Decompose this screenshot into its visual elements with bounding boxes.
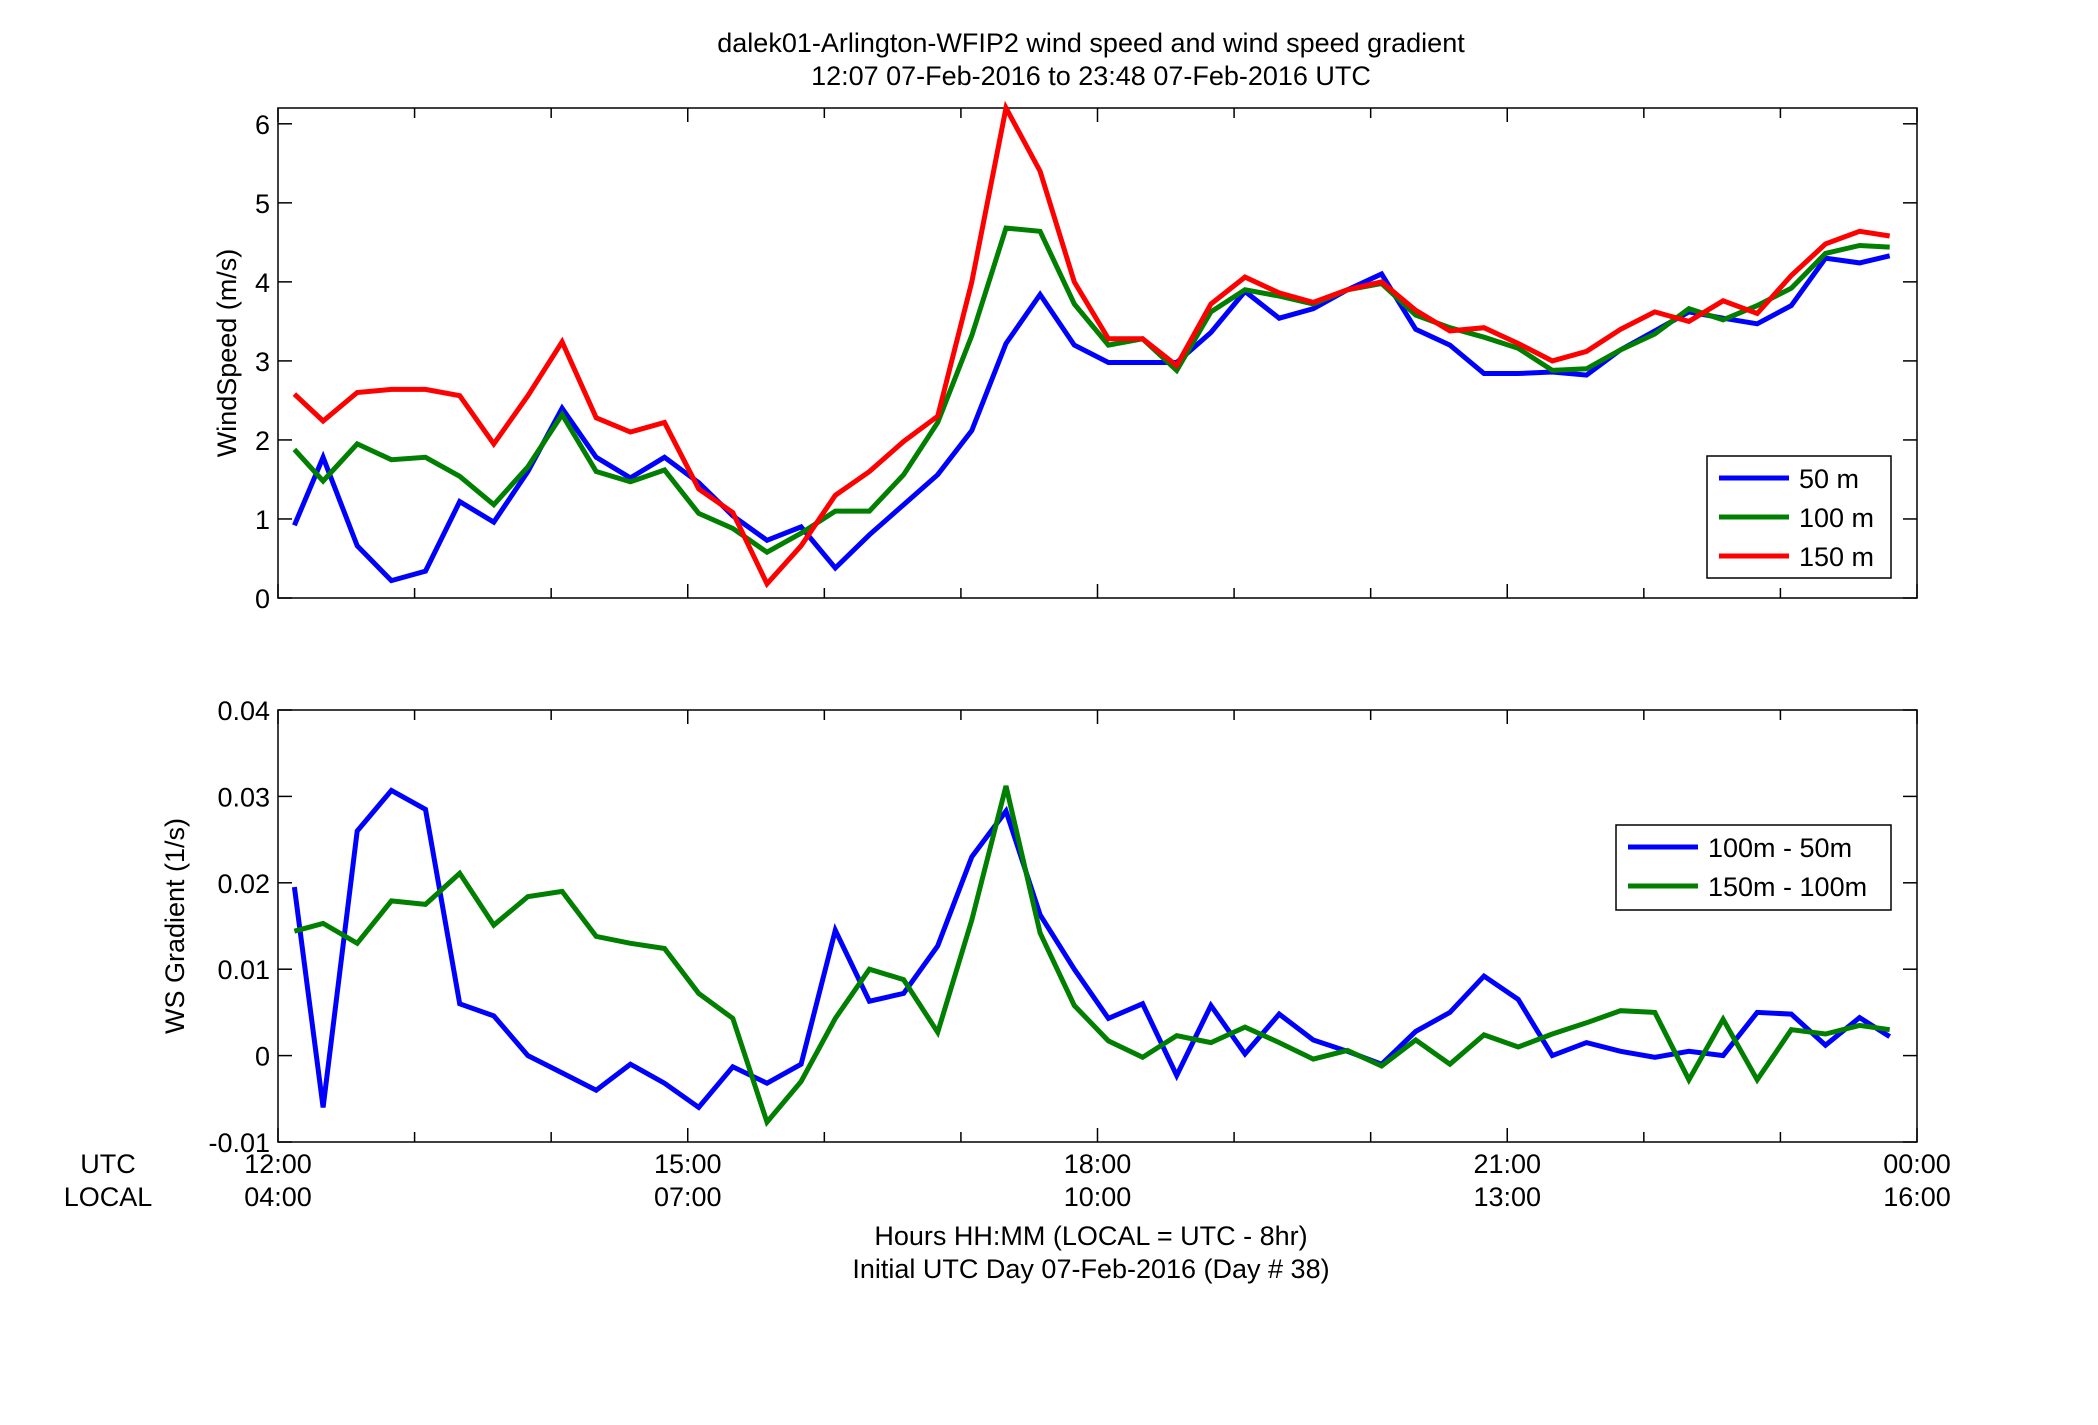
series-line-50-m	[292, 253, 1891, 584]
legend-entry: 100m - 50m	[1708, 833, 1852, 863]
y-tick-label: 4	[255, 268, 270, 298]
x-axis-label-line2: Initial UTC Day 07-Feb-2016 (Day # 38)	[852, 1254, 1329, 1284]
y-tick-label: 2	[255, 426, 270, 456]
figure-title-line2: 12:07 07-Feb-2016 to 23:48 07-Feb-2016 U…	[811, 61, 1371, 91]
y-tick-label: 6	[255, 110, 270, 140]
series-line-100-m	[292, 225, 1890, 556]
legend-entry: 150 m	[1799, 542, 1874, 572]
windspeed-panel: 0 1 2 3 4 5 6 WindSpeed (m/s) 50 m 100 m 150 m	[212, 100, 1918, 614]
row-label-local: LOCAL	[64, 1182, 153, 1212]
y-tick-label: 0.04	[217, 696, 270, 726]
axes-box	[277, 107, 1918, 599]
x-tick-label-local: 13:00	[1473, 1182, 1541, 1212]
gradient-panel: -0.01 0 0.01 0.02 0.03 0.04 WS Gradient (1/s) 1…	[160, 696, 1918, 1158]
x-tick-label-local: 16:00	[1883, 1182, 1951, 1212]
legend-entry: 50 m	[1799, 464, 1859, 494]
y-tick-label: -0.01	[208, 1128, 270, 1158]
y-tick-label: 0.02	[217, 869, 270, 899]
y-tick-label: 3	[255, 347, 270, 377]
legend: 100m - 50m 150m - 100m	[1615, 824, 1892, 911]
legend-entry: 100 m	[1799, 503, 1874, 533]
axes-box	[277, 709, 1918, 1143]
y-tick-label: 1	[255, 505, 270, 535]
y-tick-label: 5	[255, 189, 270, 219]
x-tick-label-local: 07:00	[654, 1182, 722, 1212]
x-tick-label-local: 04:00	[244, 1182, 312, 1212]
y-axis-label: WS Gradient (1/s)	[160, 818, 190, 1034]
y-axis-label: WindSpeed (m/s)	[212, 249, 242, 458]
y-tick-label: 0.01	[217, 955, 270, 985]
series-line-150m-100m	[293, 785, 1891, 1128]
legend: 50 m 100 m 150 m	[1706, 455, 1892, 579]
x-tick-label-utc: 21:00	[1473, 1149, 1541, 1179]
figure-title-line1: dalek01-Arlington-WFIP2 wind speed and w…	[717, 28, 1465, 58]
x-tick-label-utc: 15:00	[654, 1149, 722, 1179]
x-axis-label-line1: Hours HH:MM (LOCAL = UTC - 8hr)	[874, 1221, 1307, 1251]
legend-box	[1615, 824, 1892, 911]
y-tick-label: 0	[255, 584, 270, 614]
x-tick-label-utc: 18:00	[1064, 1149, 1132, 1179]
series-line-100m-50m	[291, 787, 1892, 1111]
x-tick-label-utc: 12:00	[244, 1149, 312, 1179]
x-tick-label-utc: 00:00	[1883, 1149, 1951, 1179]
legend-entry: 150m - 100m	[1708, 872, 1867, 902]
series-line-150-m	[292, 100, 1891, 589]
x-tick-label-local: 10:00	[1064, 1182, 1132, 1212]
row-label-utc: UTC	[80, 1149, 136, 1179]
y-tick-label: 0	[255, 1042, 270, 1072]
y-tick-label: 0.03	[217, 782, 270, 812]
